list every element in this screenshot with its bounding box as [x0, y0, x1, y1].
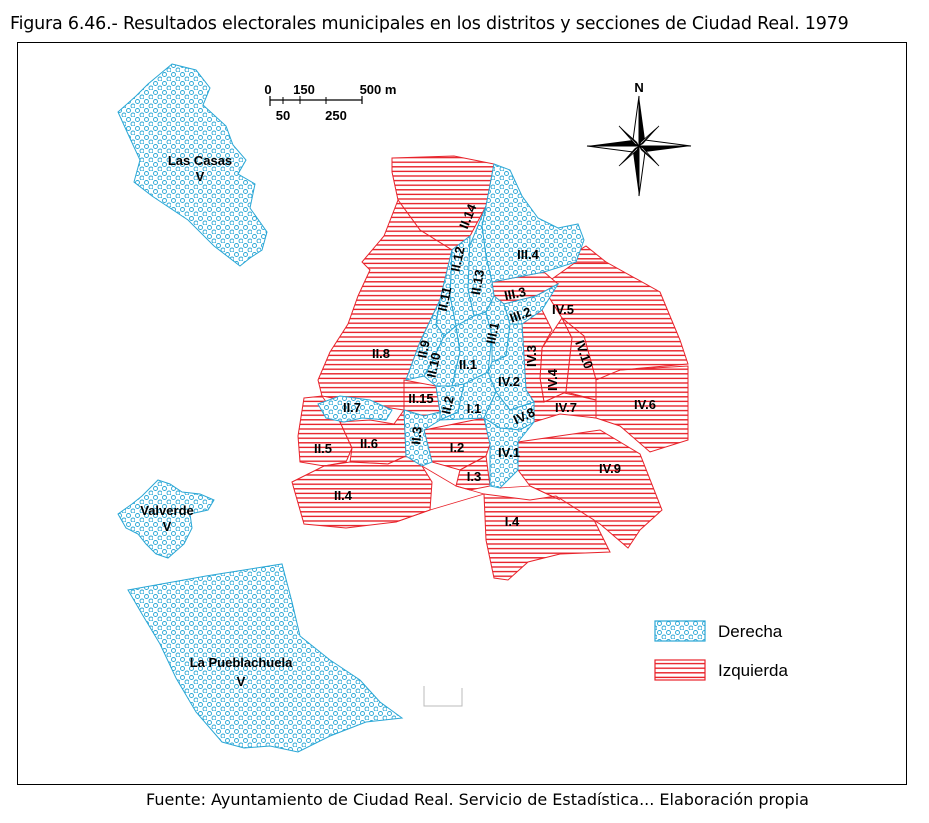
legend-label-derecha: Derecha	[718, 622, 783, 641]
legend-swatch-derecha	[654, 620, 706, 642]
area-labels: Las Casas V Valverde V La Pueblachuela V	[140, 153, 293, 689]
legend-swatch-izquierda	[654, 659, 706, 681]
label-III.1: III.1	[483, 321, 502, 345]
label-II.8: II.8	[372, 346, 390, 361]
label-IV.4: IV.4	[545, 368, 560, 391]
scale-label-250: 250	[325, 108, 347, 123]
label-IV.5: IV.5	[552, 302, 574, 317]
section-II.3	[403, 409, 441, 467]
label-III.4: III.4	[517, 247, 539, 262]
label-las-casas: Las Casas	[168, 153, 232, 168]
area-valverde	[117, 479, 215, 559]
label-II.4: II.4	[334, 488, 353, 503]
map-frame	[17, 42, 907, 785]
label-II.2: II.2	[438, 395, 456, 416]
area-la-pueblachuela	[127, 563, 404, 753]
section-II.7	[317, 395, 393, 423]
label-II.15: II.15	[408, 391, 433, 406]
label-II.5: II.5	[314, 441, 332, 456]
scale-label-50: 50	[276, 108, 290, 123]
label-III.2: III.2	[508, 304, 534, 326]
label-IV.2: IV.2	[498, 374, 520, 389]
north-label: N	[634, 80, 643, 95]
section-I.3	[455, 455, 491, 491]
scale-label-150: 150	[293, 82, 315, 97]
label-IV.9: IV.9	[599, 461, 621, 476]
label-valverde-district: V	[163, 519, 172, 534]
section-IV.1	[483, 416, 535, 489]
label-IV.6: IV.6	[634, 397, 656, 412]
source-note: Fuente: Ayuntamiento de Ciudad Real. Ser…	[146, 790, 809, 809]
section-I.4	[483, 493, 611, 581]
legend-label-izquierda: Izquierda	[718, 661, 788, 680]
label-II.3: II.3	[408, 426, 425, 445]
label-III.3: III.3	[503, 284, 527, 303]
label-IV.3: IV.3	[524, 345, 539, 367]
label-IV.7: IV.7	[555, 400, 577, 415]
label-II.13: II.13	[468, 268, 487, 296]
label-I.3: I.3	[467, 469, 481, 484]
section-II.4	[291, 455, 433, 529]
scale-bar: 0 150 500 m 50 250	[264, 82, 396, 123]
building-outline	[423, 686, 463, 707]
label-II.1: II.1	[459, 357, 477, 372]
north-arrow-icon: N	[586, 80, 692, 197]
label-II.10: II.10	[424, 351, 444, 379]
label-I.2: I.2	[450, 440, 464, 455]
section-IV.10	[561, 317, 597, 401]
figure-title: Figura 6.46.- Resultados electorales mun…	[10, 14, 849, 34]
section-III.4	[481, 163, 585, 283]
label-II.12: II.12	[448, 245, 468, 273]
label-II.11: II.11	[435, 285, 455, 312]
label-valverde: Valverde	[140, 503, 194, 518]
label-IV.1: IV.1	[498, 445, 520, 460]
label-las-casas-district: V	[196, 169, 205, 184]
label-pueblachuela-district: V	[237, 674, 246, 689]
label-I.4: I.4	[505, 514, 520, 529]
section-IV.2	[487, 323, 535, 411]
white-area-outline	[395, 465, 561, 523]
section-IV.9	[517, 429, 663, 549]
label-II.7: II.7	[343, 400, 361, 415]
label-pueblachuela: La Pueblachuela	[190, 655, 293, 670]
label-I.1: I.1	[467, 401, 481, 416]
legend: Derecha Izquierda	[654, 620, 788, 681]
scale-label-500: 500 m	[360, 82, 397, 97]
scale-label-0: 0	[264, 82, 271, 97]
label-II.9: II.9	[414, 339, 432, 360]
area-las-casas	[117, 63, 268, 267]
label-II.6: II.6	[360, 436, 378, 451]
